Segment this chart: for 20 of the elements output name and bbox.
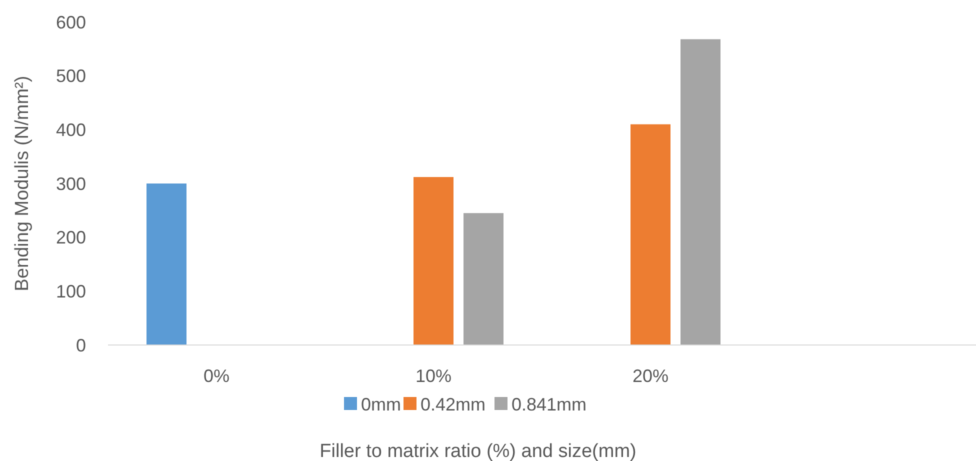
bar — [630, 124, 670, 345]
y-tick-label: 0 — [76, 335, 86, 356]
legend-label: 0mm — [361, 394, 401, 414]
legend-label: 0.841mm — [512, 394, 587, 414]
y-tick-label: 300 — [56, 174, 86, 194]
bar — [146, 184, 186, 345]
y-tick-label: 400 — [56, 120, 86, 140]
bar — [680, 39, 720, 345]
y-tick-label: 500 — [56, 66, 86, 86]
legend-label: 0.42mm — [420, 394, 486, 414]
y-tick-label: 100 — [56, 281, 86, 302]
x-tick-label: 20% — [632, 366, 669, 386]
x-tick-label: 10% — [415, 366, 452, 386]
y-tick-label: 600 — [56, 12, 86, 32]
bar — [464, 213, 504, 345]
y-axis-title: Bending Modulis (N/mm²) — [12, 76, 33, 292]
bar — [414, 177, 454, 345]
x-axis-title: Filler to matrix ratio (%) and size(mm) — [320, 441, 636, 461]
y-tick-label: 200 — [56, 228, 86, 248]
x-tick-label: 0% — [203, 366, 230, 386]
